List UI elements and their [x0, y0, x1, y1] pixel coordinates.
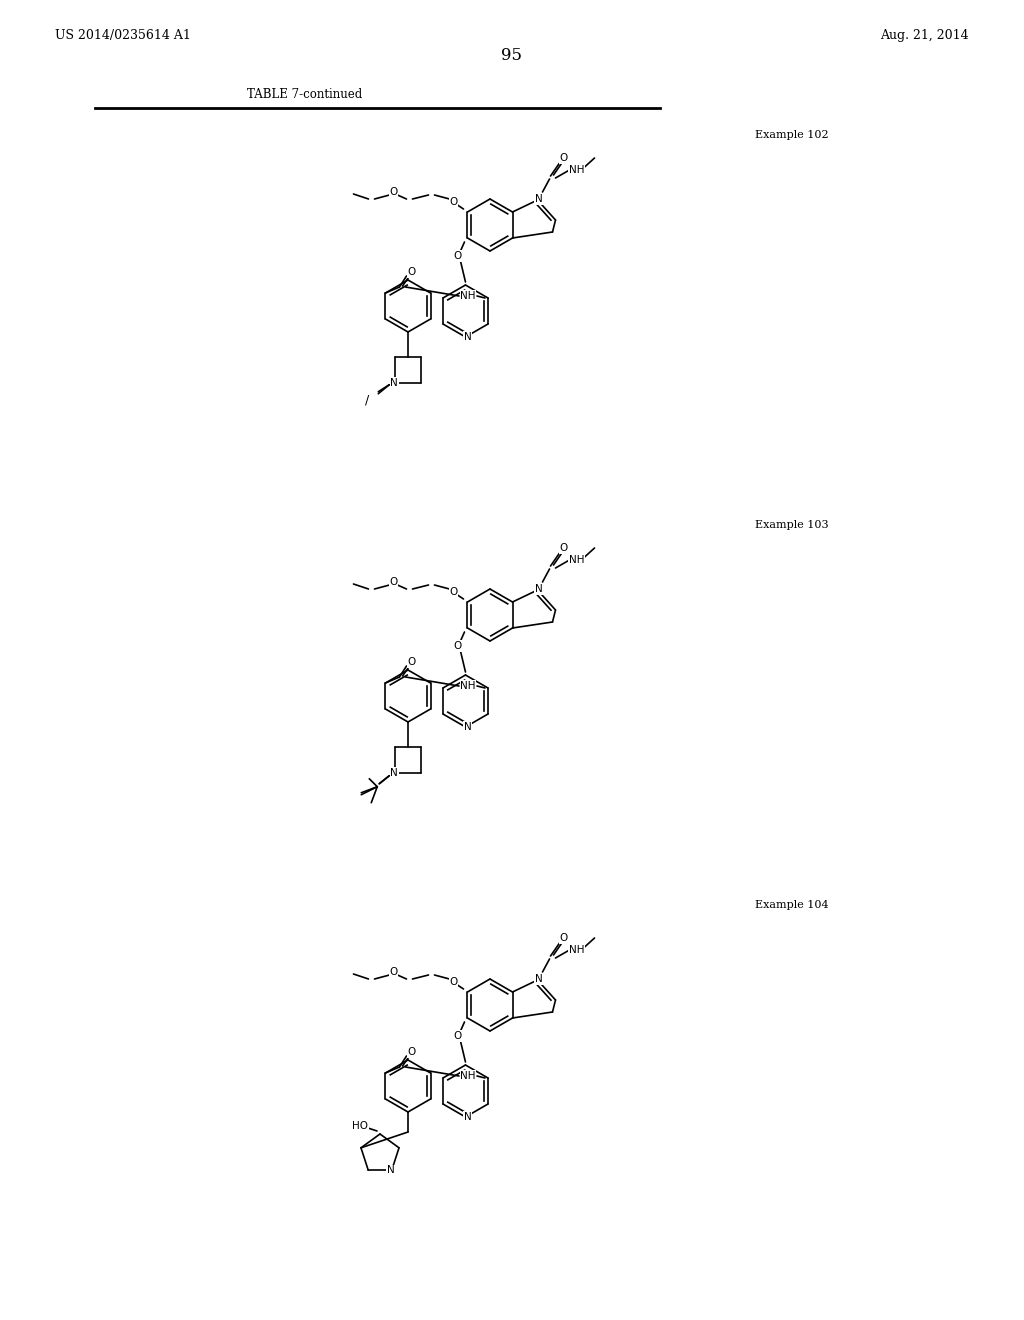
Text: O: O — [450, 197, 458, 207]
Text: N: N — [390, 768, 398, 777]
Text: Example 103: Example 103 — [755, 520, 828, 531]
Text: O: O — [408, 657, 416, 667]
Text: O: O — [389, 577, 397, 587]
Text: O: O — [559, 933, 567, 942]
Text: O: O — [559, 153, 567, 162]
Text: N: N — [535, 194, 543, 205]
Text: NH: NH — [568, 945, 585, 954]
Text: O: O — [408, 267, 416, 277]
Text: O: O — [454, 251, 462, 261]
Text: N: N — [390, 378, 398, 388]
Text: N: N — [535, 583, 543, 594]
Text: /: / — [366, 393, 370, 407]
Text: O: O — [454, 1031, 462, 1041]
Text: O: O — [450, 587, 458, 597]
Text: O: O — [389, 187, 397, 197]
Text: N: N — [387, 1166, 394, 1175]
Text: US 2014/0235614 A1: US 2014/0235614 A1 — [55, 29, 190, 41]
Text: TABLE 7-continued: TABLE 7-continued — [248, 88, 362, 102]
Text: O: O — [389, 968, 397, 977]
Text: N: N — [464, 1111, 471, 1122]
Text: O: O — [559, 543, 567, 553]
Text: N: N — [464, 333, 471, 342]
Text: O: O — [450, 977, 458, 987]
Text: NH: NH — [460, 681, 476, 690]
Text: Aug. 21, 2014: Aug. 21, 2014 — [881, 29, 969, 41]
Text: NH: NH — [568, 554, 585, 565]
Text: O: O — [408, 1047, 416, 1057]
Text: NH: NH — [460, 1071, 476, 1081]
Text: O: O — [454, 642, 462, 651]
Text: N: N — [535, 974, 543, 983]
Text: NH: NH — [568, 165, 585, 176]
Text: Example 102: Example 102 — [755, 129, 828, 140]
Text: 95: 95 — [502, 46, 522, 63]
Text: HO: HO — [352, 1121, 368, 1131]
Text: Example 104: Example 104 — [755, 900, 828, 909]
Text: NH: NH — [460, 290, 476, 301]
Text: N: N — [464, 722, 471, 733]
